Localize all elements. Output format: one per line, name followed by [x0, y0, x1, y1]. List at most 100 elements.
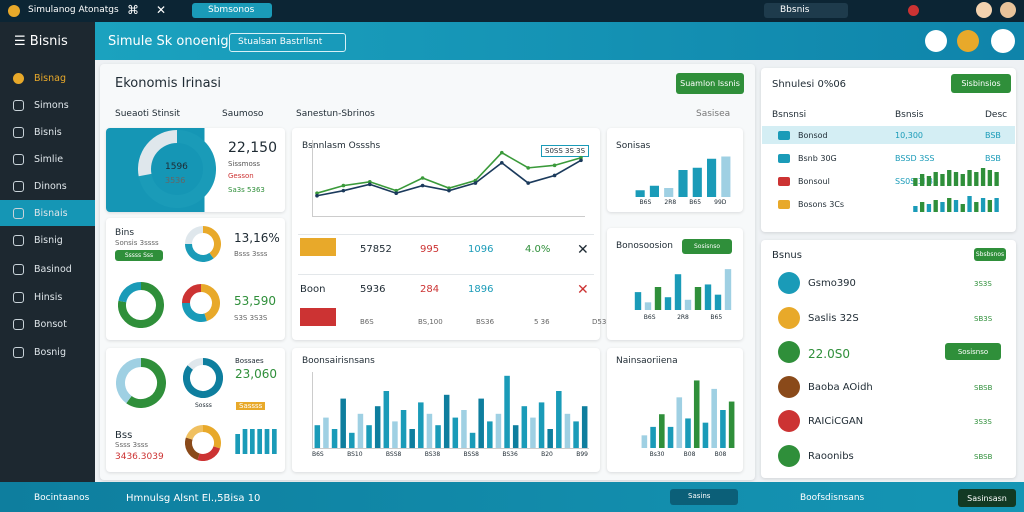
- sidebar-label: Basinod: [34, 263, 72, 275]
- cell: 995: [420, 244, 440, 255]
- avatar: [778, 410, 800, 432]
- point: [552, 163, 557, 168]
- bars-b-labels: B6S 2R8 B65: [633, 314, 733, 321]
- icon: [13, 207, 24, 219]
- filter[interactable]: Saumoso: [222, 109, 264, 119]
- point: [368, 182, 372, 187]
- avatar: [778, 444, 800, 467]
- bar: [383, 391, 390, 448]
- sidebar-item[interactable]: Bisnis: [0, 119, 95, 145]
- icon[interactable]: ⌘: [127, 3, 139, 17]
- point: [526, 166, 530, 170]
- avatar[interactable]: [908, 5, 919, 16]
- sidebar-item[interactable]: Bonsot: [0, 311, 95, 337]
- sidebar-title-text: Bisnis: [29, 34, 68, 49]
- bar: [271, 429, 277, 454]
- x-tick-label: BS36: [476, 318, 495, 326]
- sidebar-item[interactable]: Bisnig: [0, 227, 95, 253]
- filter[interactable]: Sueaoti Stinsit: [115, 109, 181, 119]
- avatar[interactable]: [991, 29, 1015, 53]
- avatar[interactable]: [976, 2, 992, 18]
- x-tick-label: B65: [689, 199, 702, 206]
- bar: [659, 414, 665, 448]
- item-value: SB3S: [974, 314, 993, 323]
- x-icon[interactable]: ✕: [577, 282, 589, 298]
- x-icon[interactable]: ✕: [577, 242, 589, 258]
- bar: [340, 398, 346, 448]
- bars-b-button[interactable]: Sosisnso: [682, 239, 732, 254]
- sidebar: ☰ Bisnis: [0, 22, 95, 482]
- sidebar-item[interactable]: Simons: [0, 92, 95, 118]
- point: [473, 181, 478, 185]
- x-tick-label: BSS8: [385, 451, 402, 458]
- bar: [684, 299, 692, 310]
- sidebar-item[interactable]: Hinsis: [0, 284, 95, 310]
- workspace-select[interactable]: Sbmsonos: [192, 3, 272, 18]
- card-c-tag: Sassss: [236, 402, 266, 410]
- bar: [720, 410, 726, 448]
- item-button[interactable]: Sosisnso: [945, 343, 1001, 360]
- x-tick-label: BSS8: [463, 451, 479, 458]
- close-icon[interactable]: ✕: [156, 3, 167, 17]
- avatar[interactable]: [1000, 2, 1016, 18]
- bar: [512, 425, 519, 448]
- filter[interactable]: Sanestun-Sbrinos: [296, 109, 375, 119]
- bar: [641, 435, 648, 448]
- right-table-title: Shnulesi 0%06: [772, 79, 847, 90]
- cell: 1896: [468, 284, 494, 295]
- card-b-sub: Bsss 3sss: [234, 250, 268, 258]
- bars-d: [640, 372, 736, 448]
- filter[interactable]: Sasisea: [696, 109, 731, 119]
- point: [447, 188, 451, 193]
- kpi-line: Sissmoss: [228, 160, 261, 168]
- chart-svg: [183, 358, 223, 398]
- donut-segment: [185, 437, 200, 461]
- card-c-label: Bossaes: [235, 357, 264, 365]
- bar: [980, 198, 986, 212]
- bar: [953, 200, 959, 212]
- right-table-button[interactable]: Sisbinsios: [951, 74, 1011, 93]
- sidebar-item[interactable]: Bisnais: [0, 200, 95, 226]
- sidebar-item[interactable]: Simlie: [0, 146, 95, 172]
- sidebar-item[interactable]: Bosnig: [0, 339, 95, 365]
- x-tick-label: B08: [683, 451, 696, 458]
- icon: [13, 234, 24, 246]
- sidebar-item[interactable]: Bisnag: [0, 65, 95, 91]
- chart-svg: [913, 168, 999, 186]
- donut-segment: [138, 130, 216, 208]
- avatar: [778, 375, 800, 398]
- chart-svg: [138, 130, 216, 208]
- bar: [487, 421, 493, 448]
- avatar[interactable]: [957, 30, 979, 52]
- sidebar-item[interactable]: Basinod: [0, 256, 95, 282]
- bar: [654, 287, 662, 310]
- kpi-line: Sa3s 5363: [228, 186, 265, 194]
- search[interactable]: Bbsnis: [764, 3, 848, 18]
- card-b-value: 13,16%: [234, 231, 280, 245]
- footer-button[interactable]: Sasinsasn: [958, 489, 1016, 507]
- right-list-button[interactable]: Sbsbsnos: [974, 248, 1006, 261]
- icon: [13, 318, 24, 330]
- row-icon: [778, 154, 790, 163]
- donut-segment: [185, 226, 204, 245]
- x-tick-label: BS,100: [418, 318, 443, 326]
- main-button[interactable]: Suamlon Issnis: [676, 73, 744, 94]
- bar: [495, 413, 502, 448]
- footer-select[interactable]: Sasins: [670, 489, 738, 505]
- card-b-tag[interactable]: Sssss Sss: [115, 250, 163, 261]
- bar: [257, 429, 263, 454]
- kpi-center: 1596: [165, 162, 188, 172]
- cell: Bsnb 30G: [798, 154, 837, 163]
- header-select[interactable]: Stualsan Bastrllsnt: [229, 33, 346, 52]
- bar: [933, 200, 938, 212]
- selector: Stualsan Bastrllsnt: [238, 37, 323, 47]
- bar: [926, 176, 932, 186]
- bars-a: [633, 152, 733, 197]
- icon: [13, 291, 24, 303]
- avatar[interactable]: [925, 30, 947, 52]
- chart-svg: [913, 196, 999, 212]
- sidebar-item[interactable]: Dinons: [0, 173, 95, 199]
- bar: [443, 394, 450, 448]
- bar: [452, 417, 459, 448]
